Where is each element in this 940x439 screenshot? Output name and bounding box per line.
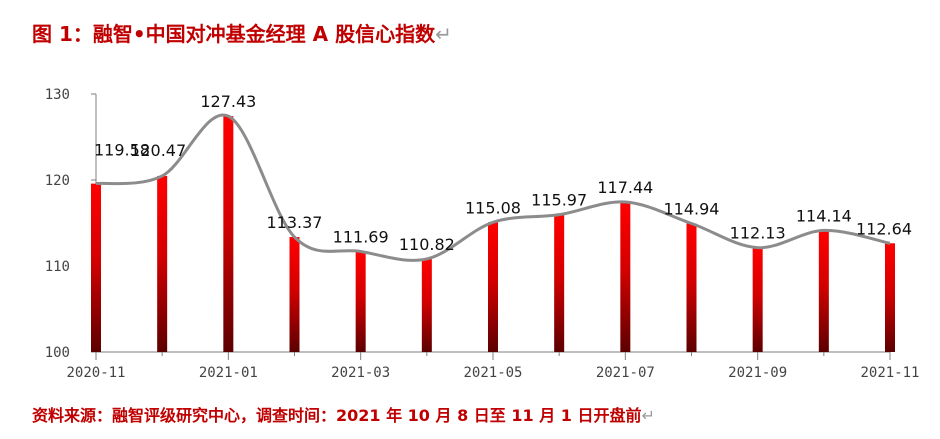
trend-line	[95, 113, 891, 262]
data-label: 110.82	[399, 235, 455, 254]
return-mark-icon: ↵	[641, 406, 655, 425]
data-label: 120.47	[130, 141, 186, 160]
source-text: 资料来源：融智评级研究中心，调查时间：2021 年 10 月 8 日至 11 月…	[32, 406, 642, 425]
bar	[289, 237, 300, 352]
bar	[818, 230, 829, 352]
trend-line-group	[95, 113, 891, 262]
data-label: 119.58	[94, 141, 150, 160]
chart-title-text: 图 1：融智•中国对冲基金经理 A 股信心指数	[32, 22, 436, 46]
bar	[752, 247, 763, 352]
x-tick-label: 2021-09	[728, 365, 787, 381]
x-tick-label: 2021-07	[596, 365, 655, 381]
bar	[488, 222, 498, 352]
y-tick-label: 120	[45, 173, 70, 189]
data-label: 111.69	[333, 227, 389, 246]
y-tick-label: 100	[45, 345, 70, 361]
y-tick-label: 110	[45, 259, 70, 275]
chart-title: 图 1：融智•中国对冲基金经理 A 股信心指数↵	[32, 18, 452, 47]
data-label: 115.97	[531, 191, 587, 210]
bar	[355, 251, 366, 352]
axes-group: 100 110 120 130 2020-11 2021-01 2021-03 2021-05…	[45, 87, 920, 381]
bar	[91, 183, 101, 352]
x-tick-label: 2021-03	[331, 365, 390, 381]
data-label: 113.37	[267, 213, 323, 232]
x-tick-label: 2021-05	[463, 365, 522, 381]
bar	[686, 223, 697, 352]
data-label: 112.13	[730, 224, 786, 243]
bar	[885, 243, 895, 352]
data-label: 127.43	[200, 92, 256, 111]
data-label: 117.44	[597, 178, 653, 197]
data-label: 115.08	[465, 198, 521, 217]
x-tick-label: 2021-01	[199, 365, 258, 381]
x-tick-label: 2021-11	[860, 365, 919, 381]
bar	[421, 258, 432, 352]
data-label: 112.64	[856, 219, 912, 238]
bar	[223, 116, 234, 353]
data-label: 114.94	[664, 200, 720, 219]
data-label: 114.14	[796, 206, 852, 225]
return-mark-icon: ↵	[435, 22, 452, 46]
bars-group	[91, 116, 895, 353]
source-note: 资料来源：融智评级研究中心，调查时间：2021 年 10 月 8 日至 11 月…	[32, 402, 655, 426]
y-tick-label: 130	[45, 87, 70, 103]
x-tick-label: 2020-11	[66, 365, 125, 381]
bar	[620, 202, 631, 352]
bar	[554, 214, 565, 352]
bar	[157, 175, 168, 352]
